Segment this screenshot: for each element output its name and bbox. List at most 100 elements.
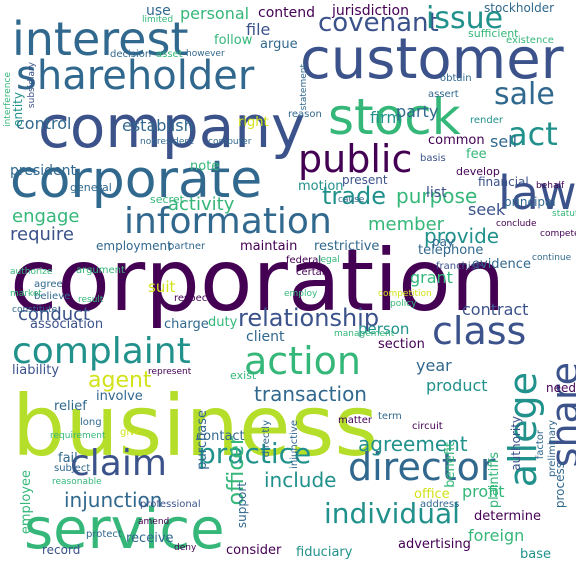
cloud-word: competition bbox=[378, 289, 432, 299]
cloud-word: fee bbox=[466, 147, 487, 162]
cloud-word: require bbox=[10, 224, 74, 245]
cloud-word: grant bbox=[410, 268, 453, 287]
cloud-word: respect bbox=[174, 293, 212, 304]
cloud-word: believe bbox=[34, 291, 71, 302]
cloud-word: continue bbox=[532, 253, 572, 263]
cloud-word: policy bbox=[390, 299, 417, 309]
cloud-word: act bbox=[508, 115, 558, 153]
cloud-word: profit bbox=[462, 482, 505, 501]
cloud-word: authority bbox=[509, 416, 523, 471]
cloud-word: information bbox=[124, 201, 332, 242]
cloud-word: right bbox=[238, 115, 269, 130]
cloud-word: engage bbox=[12, 206, 80, 227]
cloud-word: principal bbox=[504, 195, 556, 209]
cloud-word: matter bbox=[338, 415, 372, 426]
cloud-word: term bbox=[378, 411, 402, 422]
cloud-word: person bbox=[358, 320, 410, 338]
cloud-word: list bbox=[426, 185, 447, 201]
cloud-word: transaction bbox=[254, 382, 367, 406]
cloud-word: present bbox=[342, 173, 388, 187]
cloud-word: compete bbox=[540, 229, 576, 239]
cloud-word: file bbox=[246, 20, 271, 39]
cloud-word: computer bbox=[208, 137, 252, 147]
cloud-word: constitute bbox=[12, 305, 58, 315]
cloud-word: injunction bbox=[64, 488, 163, 512]
cloud-word: fiduciary bbox=[296, 545, 353, 560]
cloud-word: exist bbox=[230, 369, 257, 382]
cloud-word: base bbox=[520, 547, 551, 562]
cloud-word: include bbox=[264, 468, 337, 492]
cloud-word: restrictive bbox=[314, 239, 380, 254]
cloud-word: asset bbox=[156, 49, 183, 60]
cloud-word: office bbox=[414, 487, 450, 502]
cloud-word: relationship bbox=[238, 304, 380, 332]
cloud-word: firm bbox=[370, 108, 402, 127]
cloud-word: agreement bbox=[358, 432, 468, 456]
cloud-word: cause bbox=[338, 195, 365, 205]
cloud-word: fail bbox=[58, 451, 78, 466]
cloud-word: limited bbox=[142, 15, 174, 25]
cloud-word: assert bbox=[428, 89, 459, 100]
cloud-word: franchise bbox=[436, 261, 483, 272]
cloud-word: agent bbox=[88, 368, 152, 393]
cloud-word: conclude bbox=[496, 219, 537, 229]
cloud-word: give bbox=[120, 427, 142, 438]
cloud-word: relief bbox=[54, 399, 87, 414]
cloud-word: injunctive bbox=[289, 420, 300, 469]
cloud-word: section bbox=[378, 337, 425, 352]
cloud-word: secret bbox=[150, 193, 184, 206]
cloud-word: contact bbox=[196, 429, 245, 444]
cloud-word: support bbox=[235, 482, 249, 529]
cloud-word: stockholder bbox=[484, 1, 555, 15]
cloud-word: seek bbox=[468, 200, 506, 219]
cloud-word: long bbox=[80, 417, 102, 428]
cloud-word: association bbox=[30, 317, 104, 332]
cloud-word: professional bbox=[140, 499, 201, 510]
cloud-word: factor bbox=[535, 430, 546, 460]
cloud-word: represent bbox=[148, 367, 192, 377]
cloud-word: activity bbox=[168, 194, 235, 215]
cloud-word: benefit bbox=[443, 442, 458, 488]
cloud-word: decision bbox=[110, 49, 152, 60]
cloud-word: note bbox=[190, 159, 220, 174]
cloud-word: employee bbox=[19, 470, 34, 535]
cloud-word: foreign bbox=[468, 526, 525, 545]
cloud-word: federal bbox=[286, 255, 322, 266]
cloud-word: purpose bbox=[396, 184, 478, 208]
cloud-word: liability bbox=[12, 363, 60, 378]
cloud-word: interference bbox=[3, 72, 13, 127]
cloud-word: public bbox=[298, 137, 413, 181]
cloud-word: directly bbox=[261, 420, 272, 458]
cloud-word: motion bbox=[298, 179, 344, 194]
cloud-word: suit bbox=[148, 278, 176, 296]
cloud-word: covenant bbox=[318, 8, 439, 38]
cloud-word: develop bbox=[456, 165, 500, 178]
cloud-word: obtain bbox=[440, 73, 472, 84]
cloud-word: amend bbox=[138, 517, 170, 527]
cloud-word: plaintiffs bbox=[487, 452, 502, 509]
cloud-word: president bbox=[10, 163, 76, 179]
cloud-word: receive bbox=[126, 531, 174, 546]
cloud-word: basis bbox=[420, 153, 446, 164]
cloud-word: service bbox=[24, 497, 225, 562]
cloud-word: argue bbox=[260, 37, 298, 52]
cloud-word: subject bbox=[54, 463, 91, 474]
cloud-word: use bbox=[146, 3, 171, 19]
cloud-word: authorize bbox=[10, 267, 53, 277]
cloud-word: nonresident bbox=[140, 137, 194, 147]
cloud-word: statement bbox=[299, 64, 309, 111]
cloud-word: year bbox=[416, 356, 452, 375]
cloud-word: director bbox=[348, 445, 496, 489]
cloud-word: maintain bbox=[240, 239, 298, 254]
cloud-word: requirement bbox=[50, 431, 106, 441]
cloud-word: determine bbox=[474, 509, 541, 524]
cloud-word: personal bbox=[180, 4, 250, 23]
cloud-word: reasonable bbox=[52, 477, 102, 487]
cloud-word: argument bbox=[76, 265, 125, 276]
cloud-word: general bbox=[70, 181, 112, 194]
cloud-word: corporation bbox=[10, 231, 506, 331]
cloud-word: market bbox=[10, 289, 42, 299]
cloud-word: preliminary bbox=[547, 420, 558, 477]
cloud-word: evidence bbox=[472, 257, 531, 272]
cloud-word: issue bbox=[426, 1, 504, 36]
